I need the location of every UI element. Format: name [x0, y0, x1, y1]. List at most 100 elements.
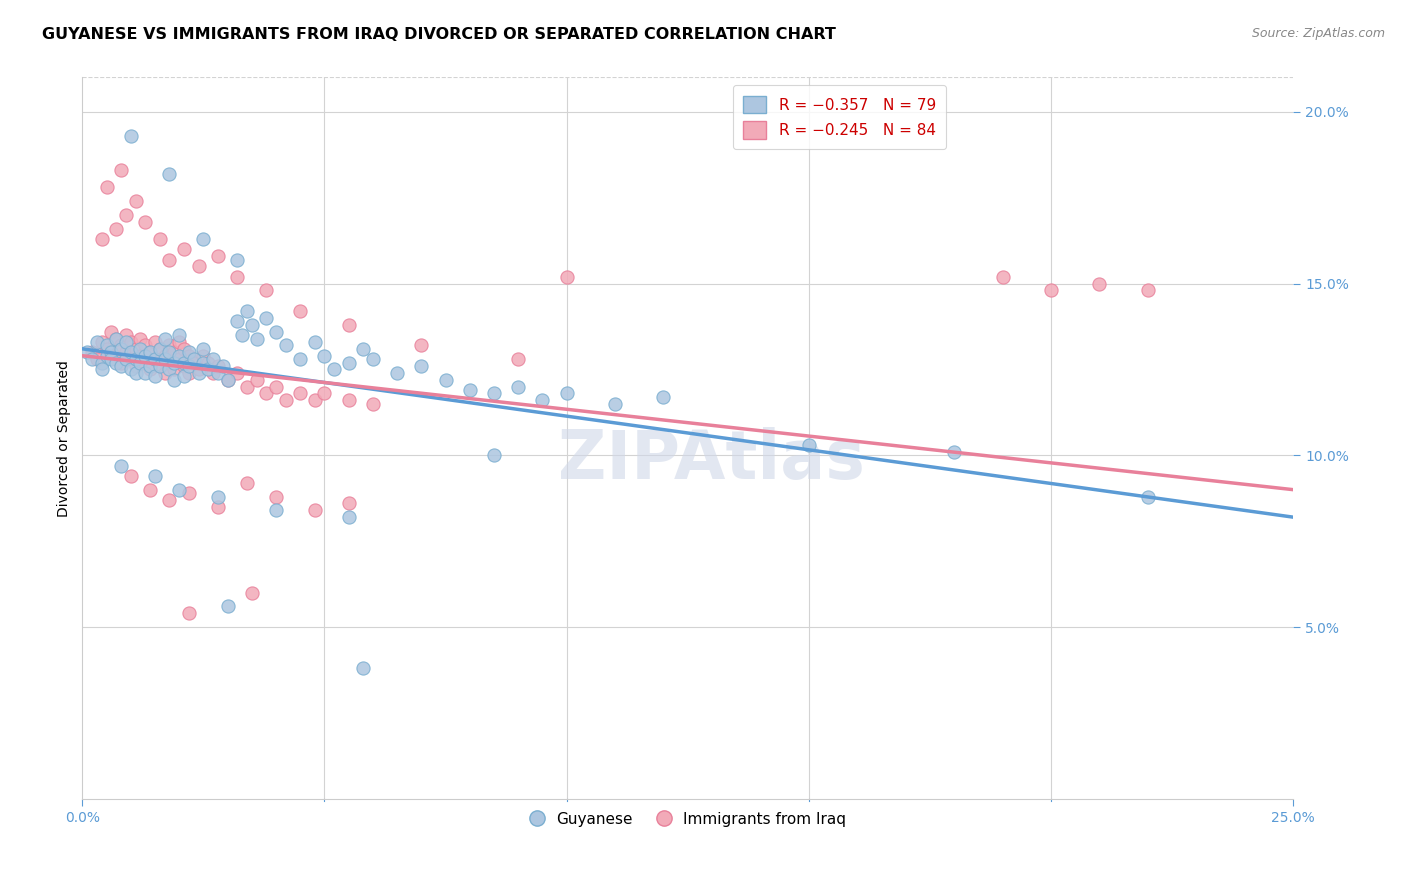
Point [124, 366, 146, 380]
Point [231, 328, 253, 343]
Point [177, 366, 200, 380]
Point [217, 599, 239, 614]
Point [129, 355, 152, 369]
Point [217, 373, 239, 387]
Text: ZIPAtlas: ZIPAtlas [558, 426, 865, 492]
Point [411, 359, 433, 373]
Point [207, 359, 229, 373]
Point [264, 503, 287, 517]
Point [110, 342, 132, 356]
Point [555, 386, 578, 401]
Point [90, 232, 112, 246]
Point [211, 359, 233, 373]
Point [264, 325, 287, 339]
Point [254, 284, 277, 298]
Point [508, 379, 530, 393]
Point [100, 345, 122, 359]
Point [187, 260, 209, 274]
Point [337, 393, 360, 408]
Point [236, 304, 259, 318]
Point [652, 390, 675, 404]
Point [159, 338, 181, 352]
Point [96, 349, 118, 363]
Point [603, 397, 626, 411]
Point [163, 373, 186, 387]
Point [1136, 490, 1159, 504]
Point [143, 369, 166, 384]
Legend: Guyanese, Immigrants from Iraq: Guyanese, Immigrants from Iraq [522, 804, 853, 835]
Point [124, 194, 146, 208]
Point [115, 208, 138, 222]
Point [124, 359, 146, 373]
Point [173, 359, 195, 373]
Point [173, 355, 195, 369]
Point [96, 342, 118, 356]
Point [134, 338, 156, 352]
Point [163, 355, 186, 369]
Point [76, 345, 98, 359]
Point [337, 496, 360, 510]
Point [167, 334, 190, 349]
Point [143, 334, 166, 349]
Point [149, 342, 172, 356]
Point [110, 355, 132, 369]
Point [240, 585, 263, 599]
Point [134, 366, 156, 380]
Point [304, 334, 326, 349]
Point [337, 510, 360, 524]
Point [120, 334, 142, 349]
Point [149, 342, 172, 356]
Point [96, 180, 118, 194]
Point [159, 345, 181, 359]
Point [193, 349, 215, 363]
Point [173, 369, 195, 384]
Point [254, 310, 277, 325]
Point [508, 352, 530, 367]
Point [120, 352, 142, 367]
Point [115, 352, 138, 367]
Point [274, 338, 297, 352]
Point [159, 355, 181, 369]
Point [531, 393, 554, 408]
Point [110, 338, 132, 352]
Point [120, 128, 142, 143]
Point [458, 383, 481, 397]
Point [124, 352, 146, 367]
Point [139, 345, 162, 359]
Point [90, 355, 112, 369]
Point [159, 493, 181, 508]
Point [105, 221, 128, 235]
Point [139, 483, 162, 497]
Point [110, 458, 132, 473]
Point [1039, 284, 1062, 298]
Point [337, 355, 360, 369]
Point [183, 352, 205, 367]
Point [482, 448, 505, 462]
Point [193, 342, 215, 356]
Point [105, 331, 128, 345]
Point [163, 362, 186, 376]
Point [100, 349, 122, 363]
Point [124, 342, 146, 356]
Point [226, 366, 249, 380]
Point [187, 366, 209, 380]
Point [943, 445, 966, 459]
Point [149, 359, 172, 373]
Point [236, 379, 259, 393]
Point [1136, 284, 1159, 298]
Point [159, 252, 181, 267]
Point [352, 342, 374, 356]
Point [207, 500, 229, 514]
Point [167, 349, 190, 363]
Point [187, 362, 209, 376]
Point [134, 215, 156, 229]
Point [129, 342, 152, 356]
Point [105, 352, 128, 367]
Point [314, 349, 336, 363]
Point [202, 366, 225, 380]
Point [90, 334, 112, 349]
Point [246, 331, 269, 345]
Point [183, 355, 205, 369]
Point [139, 359, 162, 373]
Point [110, 359, 132, 373]
